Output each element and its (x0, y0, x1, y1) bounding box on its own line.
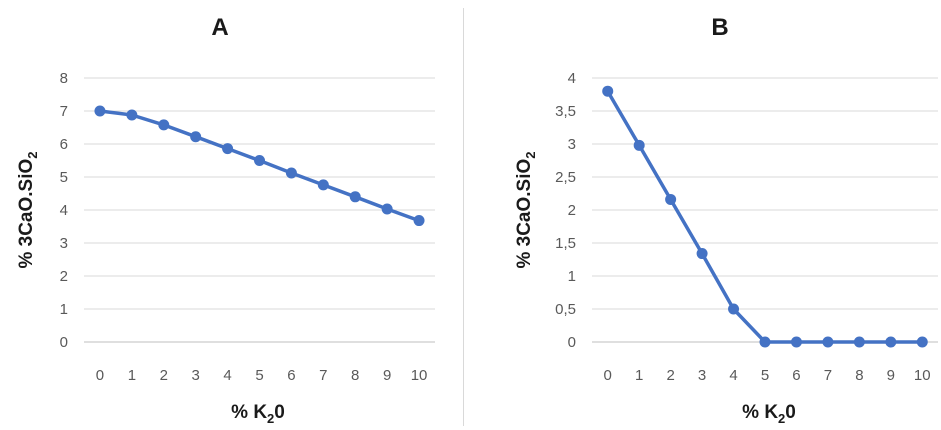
panel-divider (463, 8, 464, 426)
chart-b-y-tick-label: 1,5 (555, 235, 576, 252)
chart-a-data-point (222, 143, 234, 155)
chart-b-y-tick-label: 2 (568, 202, 576, 219)
chart-b-y-tick-label: 1 (568, 268, 576, 285)
chart-b-data-point (822, 336, 834, 348)
chart-a-x-tick-label: 6 (287, 367, 295, 384)
chart-b-x-axis-label: % K20 (742, 402, 796, 426)
chart-b-y-tick-label: 4 (568, 70, 576, 87)
chart-b-y-tick-label: 2,5 (555, 169, 576, 186)
chart-a-x-tick-label: 1 (128, 367, 136, 384)
chart-a-x-axis-label: % K20 (231, 402, 285, 426)
chart-a-x-tick-label: 9 (383, 367, 391, 384)
chart-b-series-line (605, 89, 925, 344)
chart-b: B 0 0,5 1 1,5 2 2,5 3 3,5 4 0 1 2 3 4 5 6 7 8 9 10 % K20 % 3Ca… (514, 14, 938, 426)
chart-b-x-tick-label: 10 (914, 367, 931, 384)
chart-b-data-point (728, 303, 740, 315)
chart-b-y-tick-label: 3 (568, 136, 576, 153)
chart-a-y-axis-label: % 3CaO.SiO2 (16, 151, 40, 268)
chart-a-data-point (317, 179, 329, 191)
chart-b-x-tick-label: 6 (792, 367, 800, 384)
chart-a-y-tick-label: 3 (60, 235, 68, 252)
chart-a: A 0 1 2 3 4 5 6 7 8 0 1 2 3 4 5 6 7 8 9 10 % K20 % 3CaO.SiO2 (16, 14, 435, 426)
chart-b-y-tick-label: 0 (568, 334, 576, 351)
chart-a-x-tick-label: 7 (319, 367, 327, 384)
chart-b-data-point (759, 336, 771, 348)
chart-b-data-point (696, 248, 708, 260)
chart-a-y-tick-label: 5 (60, 169, 68, 186)
chart-b-y-axis-label: % 3CaO.SiO2 (514, 151, 538, 268)
chart-a-data-point (349, 191, 361, 203)
chart-a-x-tick-label: 2 (160, 367, 168, 384)
chart-a-data-point (126, 109, 138, 121)
chart-a-x-tick-label: 0 (96, 367, 104, 384)
chart-b-data-point (602, 85, 614, 97)
chart-b-x-tick-label: 1 (635, 367, 643, 384)
chart-b-data-point (853, 336, 865, 348)
chart-a-y-tick-label: 6 (60, 136, 68, 153)
chart-b-data-point (633, 139, 645, 151)
chart-b-x-tick-label: 2 (666, 367, 674, 384)
chart-a-data-point (158, 119, 170, 131)
chart-a-data-point (190, 131, 202, 143)
chart-a-data-point (413, 215, 425, 227)
chart-a-data-point (254, 155, 265, 166)
chart-a-data-point (381, 203, 393, 215)
chart-b-x-tick-label: 7 (824, 367, 832, 384)
chart-a-x-tick-label: 5 (255, 367, 263, 384)
chart-a-y-tick-label: 1 (60, 301, 68, 318)
chart-b-y-tick-label: 3,5 (555, 103, 576, 120)
chart-a-y-tick-label: 8 (60, 70, 68, 87)
chart-b-data-point (790, 336, 802, 348)
chart-b-data-point (665, 193, 677, 205)
chart-a-data-point (285, 167, 297, 179)
chart-a-data-point (94, 105, 106, 117)
chart-a-x-tick-label: 3 (192, 367, 200, 384)
chart-a-x-tick-label: 10 (411, 367, 428, 384)
chart-a-y-tick-label: 2 (60, 268, 68, 285)
chart-b-title: B (711, 14, 728, 41)
chart-b-x-tick-label: 9 (887, 367, 895, 384)
chart-a-x-tick-label: 8 (351, 367, 359, 384)
chart-b-x-tick-label: 5 (761, 367, 769, 384)
chart-b-y-tick-label: 0,5 (555, 301, 576, 318)
chart-b-data-point (916, 336, 928, 348)
chart-a-title: A (211, 14, 228, 41)
chart-b-data-point (885, 336, 897, 348)
chart-a-y-tick-label: 4 (60, 202, 68, 219)
chart-b-x-tick-label: 8 (855, 367, 863, 384)
chart-a-y-tick-label: 0 (60, 334, 68, 351)
chart-a-y-tick-label: 7 (60, 103, 68, 120)
chart-b-x-tick-label: 4 (729, 367, 737, 384)
chart-b-x-tick-label: 3 (698, 367, 706, 384)
chart-b-x-tick-label: 0 (604, 367, 612, 384)
chart-a-x-tick-label: 4 (223, 367, 231, 384)
